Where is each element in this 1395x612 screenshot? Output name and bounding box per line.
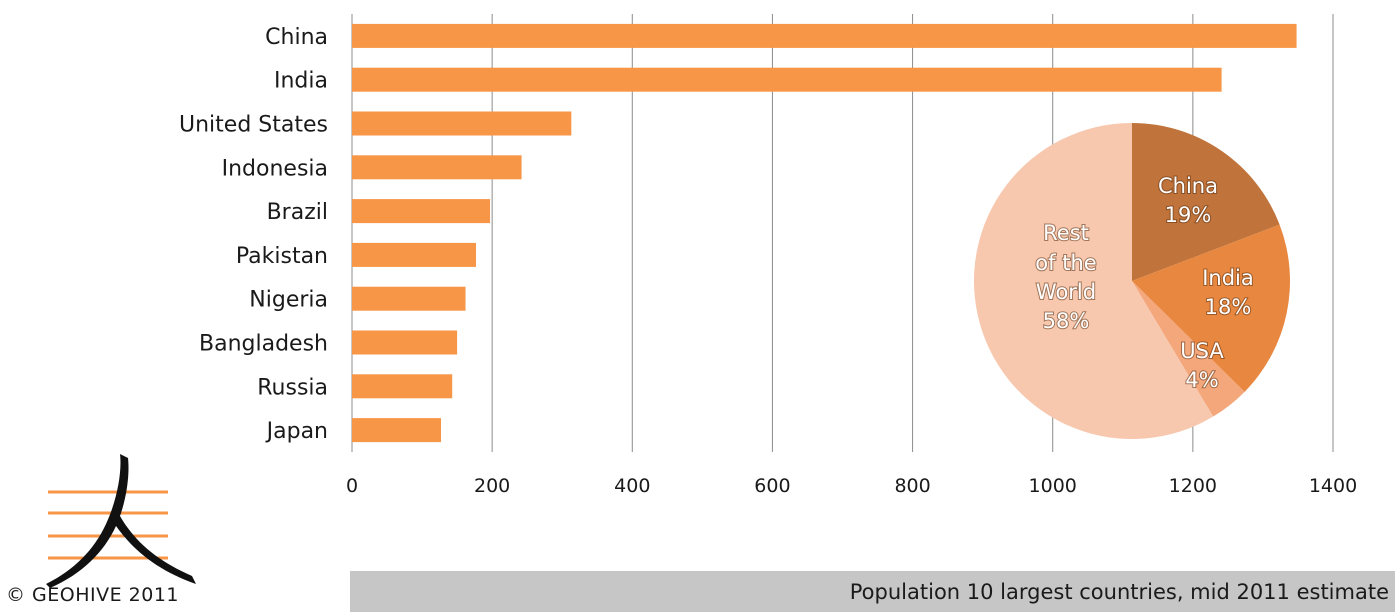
x-tick-label: 400 [614,475,650,497]
x-tick-label: 1200 [1169,475,1217,497]
caption-bar: Population 10 largest countries, mid 201… [350,571,1395,612]
pie-label-india: India 18% [1202,266,1254,319]
pie-slice-usa [1132,281,1245,417]
pie-slice-rest-of-the-world [974,123,1214,439]
pie-label-china: China 19% [1158,174,1218,227]
category-label: Russia [257,375,328,400]
x-tick-label: 0 [346,475,358,497]
x-axis-tick-labels: 0 200 400 600 800 1000 1200 1400 [346,475,1357,497]
bars [352,23,1297,443]
category-label: Pakistan [236,244,328,269]
bar-china [352,23,1297,48]
x-tick-label: 1400 [1309,475,1357,497]
pie-slice-india [1132,224,1290,392]
logo-copyright-text: © GEOHIVE 2011 [6,584,180,606]
pie-slice-china [1132,123,1280,281]
x-tick-label: 200 [474,475,510,497]
pie-label-usa: USA 4% [1180,339,1224,392]
bar-brazil [352,199,491,224]
bar-bangladesh [352,330,458,355]
bar-japan [352,418,441,443]
chart-caption: Population 10 largest countries, mid 201… [849,580,1389,604]
category-label: United States [179,113,328,138]
bar-indonesia [352,155,522,180]
x-tick-label: 1000 [1029,475,1077,497]
bar-nigeria [352,286,466,311]
category-label: Nigeria [249,288,328,313]
x-tick-label: 600 [754,475,790,497]
category-label: China [265,25,328,50]
bar-india [352,67,1222,92]
category-label: India [274,69,328,94]
category-label: Bangladesh [199,332,328,357]
category-label: Brazil [267,200,328,225]
x-tick-label: 800 [894,475,930,497]
ren-character-logo-icon [46,454,196,588]
bar-pakistan [352,242,477,267]
category-label: Indonesia [222,156,328,181]
category-labels: China India United States Indonesia Brazil Pa… [179,25,328,444]
category-label: Japan [265,419,328,444]
bar-russia [352,374,453,399]
pie-label-rest-of-the-world: Rest of the World 58% [1035,221,1096,333]
bar-united-states [352,111,572,136]
pie-chart: China 19% India 18% USA 4% Rest of the World 58% [974,123,1290,439]
